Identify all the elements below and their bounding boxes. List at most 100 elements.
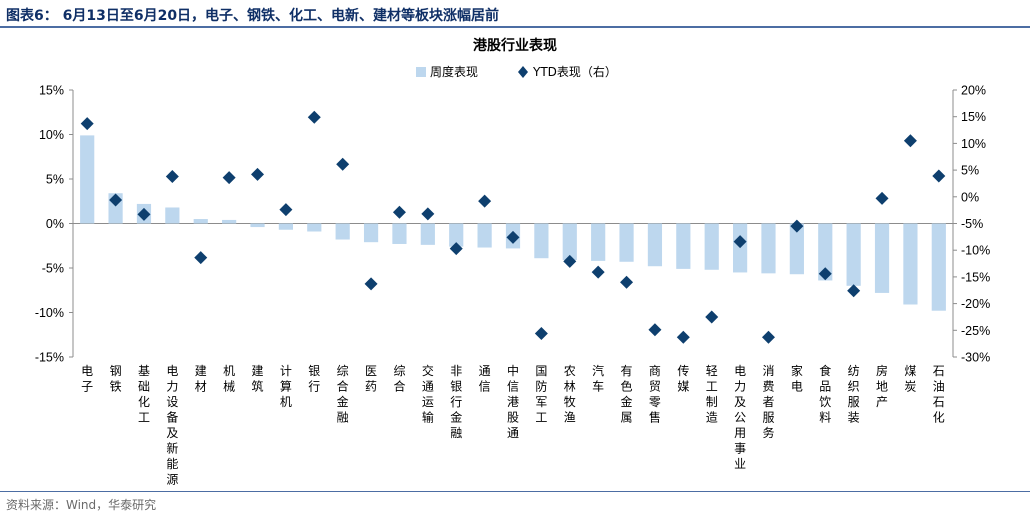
- bar-series: [80, 135, 946, 311]
- category-label: 有色金属: [621, 364, 633, 425]
- category-label: 电子: [81, 364, 93, 394]
- ytd-point-12: [392, 205, 406, 219]
- right-tick-label: -25%: [961, 324, 990, 338]
- ytd-series: [80, 110, 946, 344]
- category-label: 建筑: [252, 364, 264, 394]
- ytd-point-4: [165, 170, 179, 184]
- ytd-point-23: [705, 310, 719, 324]
- bar-31: [931, 223, 946, 311]
- chart-title: 港股行业表现: [473, 37, 557, 54]
- category-label: 消费者服务: [762, 364, 774, 440]
- bar-18: [562, 223, 577, 260]
- category-label: 食品饮料: [819, 363, 831, 425]
- ytd-point-16: [506, 230, 520, 244]
- ytd-point-9: [307, 110, 321, 124]
- source-note: 资料来源：Wind，华泰研究: [6, 498, 157, 512]
- bar-23: [704, 223, 719, 270]
- ytd-point-5: [194, 251, 208, 265]
- category-label: 轻工制造: [706, 364, 718, 425]
- bar-17: [534, 223, 549, 259]
- ytd-point-7: [251, 167, 265, 181]
- bar-26: [789, 223, 804, 275]
- left-axis: -15% -10% -5% 0% 5% 10% 15%: [35, 84, 953, 365]
- ytd-point-27: [818, 267, 832, 281]
- ytd-point-28: [847, 284, 861, 298]
- ytd-point-26: [790, 219, 804, 233]
- figure-header-title: 图表6： 6月13日至6月20日，电子、钢铁、化工、电新、建材等板块涨幅居前: [6, 8, 500, 24]
- bar-29: [874, 223, 890, 293]
- bar-1: [80, 135, 95, 224]
- bar-22: [676, 223, 691, 269]
- category-label: 中信港股通: [507, 363, 519, 440]
- category-label: 国防军工: [535, 364, 547, 425]
- category-label: 电力及公用事业: [734, 364, 746, 471]
- ytd-point-22: [676, 330, 690, 344]
- right-tick-label: 20%: [961, 84, 986, 98]
- ytd-point-25: [761, 330, 775, 344]
- ytd-point-30: [903, 134, 917, 148]
- category-label: 非银行金融: [450, 364, 462, 440]
- left-tick-label: 15%: [39, 84, 64, 98]
- right-tick-label: 5%: [961, 164, 979, 178]
- category-label: 计算机: [280, 364, 292, 409]
- ytd-point-18: [563, 254, 577, 268]
- category-label: 交通运输: [422, 363, 434, 425]
- ytd-point-31: [932, 169, 946, 183]
- legend-swatch-ytd: [518, 66, 528, 78]
- right-tick-label: -10%: [961, 244, 990, 258]
- left-tick-label: 10%: [39, 128, 64, 142]
- ytd-point-8: [279, 203, 293, 217]
- category-label: 综合: [393, 364, 405, 394]
- ytd-point-14: [449, 242, 463, 256]
- ytd-point-15: [478, 194, 492, 208]
- left-tick-label: -10%: [35, 306, 64, 320]
- right-tick-label: -20%: [961, 297, 990, 311]
- ytd-point-21: [648, 323, 662, 337]
- right-tick-label: -30%: [961, 351, 990, 365]
- category-label: 通信: [479, 364, 491, 394]
- ytd-point-3: [137, 207, 151, 221]
- category-label: 机械: [223, 364, 235, 394]
- bar-13: [420, 223, 435, 245]
- ytd-point-13: [421, 207, 435, 221]
- right-tick-label: -5%: [961, 217, 983, 231]
- bar-19: [591, 223, 606, 261]
- bar-30: [903, 223, 918, 305]
- bar-8: [278, 223, 293, 230]
- ytd-point-20: [620, 275, 634, 289]
- left-tick-label: -15%: [35, 351, 64, 365]
- ytd-point-19: [591, 265, 605, 279]
- right-tick-label: 0%: [961, 190, 979, 204]
- category-label: 煤炭: [904, 364, 916, 394]
- bar-9: [307, 223, 322, 232]
- right-axis: -30% -25% -20% -15% -10% -5% 0% 5% 10% 15% 20%: [952, 84, 990, 365]
- legend-label-weekly: 周度表现: [430, 64, 478, 79]
- category-label: 家电: [791, 363, 803, 394]
- bar-15: [477, 223, 492, 248]
- right-tick-label: -15%: [961, 270, 990, 284]
- left-tick-label: 5%: [46, 173, 64, 187]
- category-label: 传媒: [677, 363, 689, 394]
- category-label: 基础化工: [138, 364, 150, 425]
- bar-11: [363, 223, 379, 243]
- category-label: 银行: [308, 364, 320, 394]
- bar-20: [619, 223, 634, 262]
- category-label: 医药: [365, 364, 377, 394]
- ytd-point-1: [80, 117, 94, 131]
- bar-28: [846, 223, 861, 286]
- category-label: 农林牧渔: [564, 364, 576, 425]
- legend-label-ytd: YTD表现（右）: [532, 64, 617, 79]
- category-label: 房地产: [876, 363, 888, 409]
- bar-7: [250, 223, 265, 228]
- left-tick-label: 0%: [46, 217, 64, 231]
- bar-27: [818, 223, 833, 281]
- bar-10: [335, 223, 350, 240]
- category-label: 钢铁: [110, 364, 122, 394]
- ytd-point-24: [733, 235, 747, 249]
- ytd-point-29: [875, 191, 889, 205]
- bar-25: [761, 223, 776, 274]
- category-label: 纺织服装: [848, 364, 860, 425]
- right-tick-label: 10%: [961, 137, 986, 151]
- bar-21: [647, 223, 663, 267]
- ytd-point-6: [222, 171, 236, 185]
